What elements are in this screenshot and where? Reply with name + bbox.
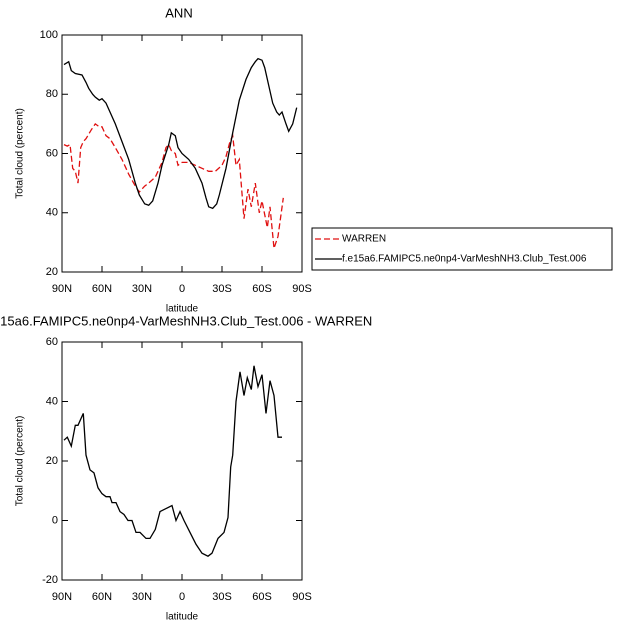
y-tick-label: 100 — [40, 29, 58, 41]
y-tick-label: 40 — [46, 207, 58, 219]
x-tick-label: 90N — [52, 591, 72, 603]
x-tick-label: 60S — [252, 591, 272, 603]
x-axis-label: latitude — [166, 304, 199, 315]
x-tick-label: 30N — [132, 283, 152, 295]
x-tick-label: 30N — [132, 591, 152, 603]
y-tick-label: 20 — [46, 266, 58, 278]
series-line — [63, 57, 298, 210]
x-tick-label: 60N — [92, 591, 112, 603]
plot-frame — [61, 341, 303, 581]
y-tick-label: 0 — [52, 514, 58, 526]
x-axis-label: latitude — [166, 612, 199, 623]
y-tick-label: 60 — [46, 147, 58, 159]
plot-frame — [61, 34, 303, 273]
series-line — [63, 365, 282, 557]
legend-label: WARREN — [342, 234, 386, 245]
x-tick-label: 90S — [292, 283, 312, 295]
y-axis-label: Total cloud (percent) — [15, 416, 26, 507]
y-tick-label: -20 — [42, 574, 58, 586]
x-tick-label: 60N — [92, 283, 112, 295]
x-tick-label: 0 — [179, 283, 185, 295]
y-axis-label: Total cloud (percent) — [15, 108, 26, 199]
chart-title: f.e15a6.FAMIPC5.ne0np4-VarMeshNH3.Club_T… — [0, 313, 372, 328]
legend-frame — [311, 227, 613, 271]
x-tick-label: 60S — [252, 283, 272, 295]
y-tick-label: 60 — [46, 336, 58, 348]
series-line — [63, 122, 284, 249]
x-tick-label: 30S — [212, 591, 232, 603]
legend-label: f.e15a6.FAMIPC5.ne0np4-VarMeshNH3.Club_T… — [342, 254, 587, 265]
y-tick-label: 20 — [46, 455, 58, 467]
chart-title: ANN — [165, 5, 192, 20]
x-tick-label: 0 — [179, 591, 185, 603]
x-tick-label: 90S — [292, 591, 312, 603]
x-tick-label: 90N — [52, 283, 72, 295]
y-tick-label: 40 — [46, 395, 58, 407]
y-tick-label: 80 — [46, 88, 58, 100]
x-tick-label: 30S — [212, 283, 232, 295]
